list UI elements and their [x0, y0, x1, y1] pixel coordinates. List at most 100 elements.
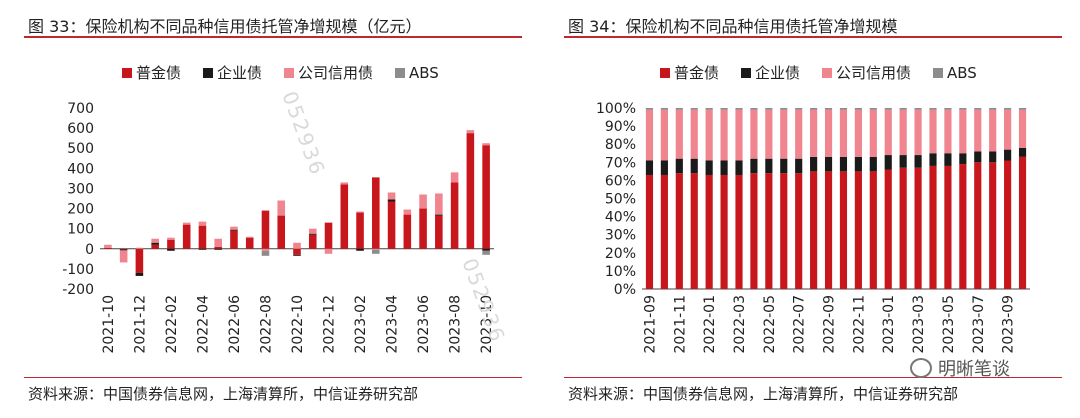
bar-公司信用债-2023-10: [1018, 109, 1027, 148]
bar-企业债-2023-08: [989, 151, 997, 163]
bar-公司信用债-2023-06: [959, 109, 967, 154]
x-tick-label: 2022-03: [732, 295, 748, 354]
bar-公司信用债-2023-10: [482, 143, 490, 146]
bar-普金债-2022-04: [198, 225, 207, 249]
bar-公司信用债-2022-04: [198, 221, 207, 226]
bar-公司信用债-2022-01: [151, 238, 159, 243]
bar-ABS-2023-03: [914, 108, 922, 110]
bar-普金债-2022-02: [720, 174, 728, 289]
left-stacked-bar-chart: 700 600 500 400 300 200 100 0 -100 -200 2021-10 202…: [62, 64, 495, 354]
y-tick-label: 700: [67, 101, 94, 117]
bar-公司信用债-2023-04: [387, 192, 396, 200]
legend-swatch-企业债: [203, 68, 213, 78]
bar-普金债-2022-09: [277, 215, 286, 249]
bar-ABS-2023-10: [482, 250, 490, 255]
bar-公司信用债-2022-08: [261, 248, 270, 251]
bar-公司信用债-2023-02: [356, 211, 364, 213]
bar-企业债-2022-08: [810, 156, 818, 172]
bar-公司信用债-2021-09: [645, 109, 654, 161]
bar-企业债-2021-12: [690, 158, 698, 174]
bar-普金债-2023-05: [403, 214, 412, 249]
bar-公司信用债-2023-09: [466, 130, 475, 134]
bar-公司信用债-2022-03: [735, 109, 743, 161]
bar-普金债-2022-09: [824, 171, 833, 289]
bar-公司信用债-2022-03: [182, 222, 191, 225]
bar-公司信用债-2022-11: [854, 109, 862, 157]
bar-企业债-2022-06: [780, 158, 788, 174]
bar-公司信用债-2023-08: [989, 109, 997, 152]
bar-企业债-2022-10: [839, 156, 848, 172]
x-tick-label: 2021-12: [132, 295, 148, 354]
bar-ABS-2023-04: [929, 108, 937, 110]
bar-企业债-2023-07: [435, 214, 443, 216]
bar-ABS-2023-08: [989, 108, 997, 110]
right-percent-stacked-bar-chart: 100% 90% 80% 70% 60% 50% 40% 30% 20% 10% 0% 2021-09…: [596, 64, 1030, 354]
bar-ABS-2022-06: [780, 108, 788, 110]
legend-swatch-企业债: [741, 68, 751, 78]
x-tick-label: 2023-09: [1001, 295, 1017, 354]
bar-公司信用债-2021-10: [104, 244, 112, 248]
bar-企业债-2022-09: [824, 156, 833, 172]
bar-企业债-2023-10: [482, 248, 490, 251]
bar-普金债-2023-05: [944, 165, 952, 289]
x-tick-label: 2023-04: [385, 295, 401, 354]
bar-公司信用债-2022-11: [308, 228, 317, 234]
legend-label-普金债: 普金债: [674, 64, 719, 82]
bar-普金债-2022-07: [245, 237, 254, 249]
x-tick-label: 2023-02: [353, 295, 369, 354]
bar-ABS-2023-06: [959, 108, 967, 110]
bar-企业债-2021-10: [660, 160, 668, 175]
y-tick-label: 500: [67, 141, 94, 157]
bar-ABS-2022-08: [261, 250, 270, 256]
bar-普金债-2021-09: [645, 174, 654, 289]
bar-公司信用债-2023-05: [944, 109, 952, 154]
bar-普金债-2023-10: [482, 145, 490, 249]
bar-企业债-2022-12: [869, 156, 877, 172]
bar-普金债-2023-02: [356, 212, 364, 249]
bar-普金债-2022-12: [869, 171, 877, 289]
bar-企业债-2023-01: [884, 155, 892, 170]
left-bottom-rule: [24, 377, 522, 378]
bar-普金债-2023-04: [387, 201, 396, 249]
bar-普金债-2023-07: [974, 162, 982, 289]
bar-ABS-2023-03: [372, 249, 380, 254]
bar-公司信用债-2022-05: [765, 109, 773, 159]
bar-普金债-2023-02: [899, 167, 907, 289]
bar-普金债-2022-10: [839, 171, 848, 289]
legend-label-企业债: 企业债: [217, 64, 262, 82]
bar-普金债-2022-06: [780, 173, 788, 289]
bar-ABS-2023-10: [1018, 108, 1027, 110]
x-tick-label: 2022-05: [762, 295, 778, 354]
y-tick-label: 0%: [614, 282, 636, 298]
right-bottom-rule: [564, 377, 1062, 378]
bar-普金债-2021-12: [690, 173, 698, 289]
legend-swatch-ABS: [933, 68, 943, 78]
x-tick-label: 2022-04: [195, 295, 211, 354]
bar-普金债-2022-11: [854, 171, 862, 289]
bar-企业债-2021-09: [645, 160, 654, 175]
right-figure-title: 图 34：保险机构不同品种信用债托管净增规模: [568, 17, 898, 36]
bar-公司信用债-2022-10: [839, 109, 848, 157]
bar-公司信用债-2023-06: [419, 194, 427, 209]
bar-公司信用债-2023-08: [450, 172, 459, 183]
y-tick-label: 80%: [605, 137, 636, 153]
bar-ABS-2022-11: [854, 108, 862, 110]
bar-普金债-2022-10: [293, 248, 301, 255]
y-tick-label: -200: [62, 282, 94, 298]
bar-企业债-2022-03: [735, 160, 743, 175]
bar-企业债-2023-02: [899, 155, 907, 168]
bar-公司信用债-2022-12: [869, 109, 877, 157]
bar-公司信用债-2022-08: [810, 109, 818, 157]
bar-公司信用债-2022-02: [720, 109, 728, 161]
bar-公司信用债-2022-09: [277, 200, 286, 216]
bar-企业债-2023-04: [929, 153, 937, 166]
y-tick-label: -100: [62, 262, 94, 278]
y-tick-label: 20%: [605, 246, 636, 262]
bar-ABS-2023-05: [944, 108, 952, 110]
bar-普金债-2023-09: [466, 133, 475, 249]
bar-公司信用债-2021-11: [675, 109, 683, 159]
bar-普金债-2023-03: [372, 177, 380, 249]
bar-普金债-2023-09: [1004, 160, 1012, 289]
bar-公司信用债-2021-10: [660, 109, 668, 161]
left-chart-panel: 图 33：保险机构不同品种信用债托管净增规模（亿元） 700 600 500 400 3…: [24, 17, 522, 403]
